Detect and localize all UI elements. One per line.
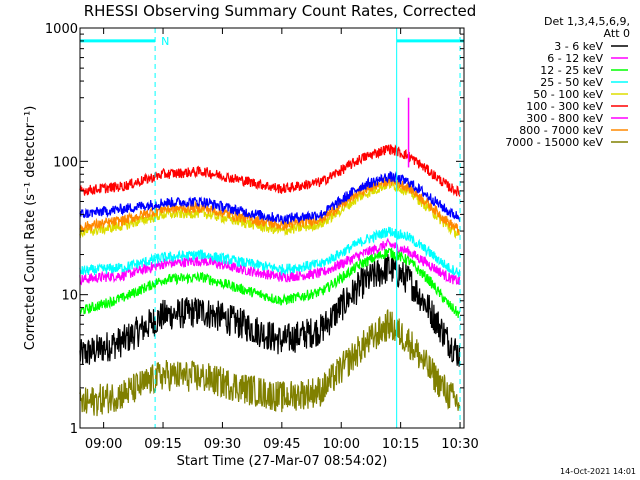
x-axis-label: Start Time (27-Mar-07 08:54:02) — [177, 454, 388, 469]
legend-label-7: 800 - 7000 keV — [519, 124, 603, 137]
legend-label-2: 12 - 25 keV — [540, 64, 603, 77]
x-tick-label: 09:30 — [204, 437, 241, 452]
y-tick-label: 100 — [53, 155, 78, 170]
footer-date: 14-Oct-2021 14:01 — [560, 467, 636, 476]
plot-area: N — [79, 27, 465, 429]
legend-label-4: 50 - 100 keV — [533, 88, 603, 101]
chart-title: RHESSI Observing Summary Count Rates, Co… — [84, 2, 477, 20]
x-tick-label: 10:15 — [382, 437, 419, 452]
y-tick-label: 1000 — [45, 22, 78, 37]
y-tick-label: 10 — [61, 289, 78, 304]
legend-header-line-1: Det 1,3,4,5,6,9, — [544, 15, 630, 28]
legend-label-0: 3 - 6 keV — [554, 40, 603, 53]
x-tick-label: 09:00 — [85, 437, 122, 452]
legend-label-1: 6 - 12 keV — [547, 52, 603, 65]
x-tick-label: 09:15 — [144, 437, 181, 452]
x-tick-label: 09:45 — [263, 437, 300, 452]
legend-label-6: 300 - 800 keV — [526, 112, 603, 125]
x-tick-label: 10:00 — [323, 437, 360, 452]
y-tick-label: 1 — [70, 422, 78, 437]
legend-label-5: 100 - 300 keV — [526, 100, 603, 113]
legend-label-3: 25 - 50 keV — [540, 76, 603, 89]
x-tick-label: 10:30 — [441, 437, 478, 452]
legend-header-line-2: Att 0 — [604, 27, 630, 40]
x-axis: 09:00 09:15 09:30 09:45 10:00 10:15 10:30 — [85, 28, 479, 452]
y-axis: 1 10 100 1000 — [45, 22, 464, 437]
plot-frame — [79, 27, 465, 429]
y-axis-label: Corrected Count Rate (s⁻¹ detector⁻¹) — [23, 106, 38, 351]
night-label: N — [161, 35, 169, 48]
series-line-2 — [79, 247, 461, 319]
legend-label-8: 7000 - 15000 keV — [505, 136, 603, 149]
